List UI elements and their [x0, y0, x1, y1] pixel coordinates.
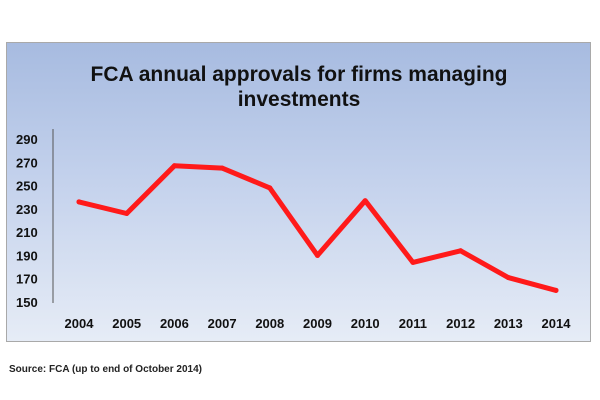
data-point	[505, 275, 511, 281]
x-tick-label: 2013	[494, 316, 523, 331]
data-point	[171, 163, 177, 169]
chart-title-line-2: investments	[238, 88, 361, 111]
x-tick-label: 2014	[542, 316, 572, 331]
x-tick-label: 2006	[160, 316, 189, 331]
x-tick-label: 2007	[208, 316, 237, 331]
data-point	[553, 287, 559, 293]
y-tick-label: 290	[16, 132, 38, 147]
y-tick-label: 190	[16, 248, 38, 263]
x-tick-label: 2010	[351, 316, 380, 331]
x-tick-label: 2009	[303, 316, 332, 331]
y-tick-label: 250	[16, 179, 38, 194]
data-point	[76, 199, 82, 205]
data-point	[410, 259, 416, 265]
y-tick-label: 170	[16, 272, 38, 287]
x-tick-label: 2011	[399, 316, 427, 331]
y-tick-labels: 150 170 190 210 230 250 270 290	[16, 132, 38, 310]
y-tick-label: 210	[16, 225, 38, 240]
x-tick-label: 2005	[112, 316, 141, 331]
series-group	[76, 163, 559, 293]
data-point	[362, 198, 368, 204]
data-point	[219, 165, 225, 171]
y-tick-label: 230	[16, 202, 38, 217]
data-point	[315, 252, 320, 258]
series-line	[76, 163, 559, 293]
data-point	[124, 211, 130, 217]
x-tick-labels: 2004 2005 2006 2007 2008 2009 2010 2011 2012 2013…	[65, 316, 572, 331]
x-tick-label: 2008	[255, 316, 284, 331]
y-tick-label: 150	[16, 295, 38, 310]
x-tick-label: 2012	[446, 316, 475, 331]
line-chart: FCA annual approvals for firms managing …	[16, 63, 572, 331]
source-note: Source: FCA (up to end of October 2014)	[9, 364, 202, 375]
chart-panel: FCA annual approvals for firms managing …	[6, 42, 591, 342]
chart-title-line-1: FCA annual approvals for firms managing	[91, 63, 508, 86]
y-tick-label: 270	[16, 155, 38, 170]
x-tick-label: 2004	[65, 316, 95, 331]
data-point	[267, 185, 273, 191]
data-point	[458, 248, 464, 254]
